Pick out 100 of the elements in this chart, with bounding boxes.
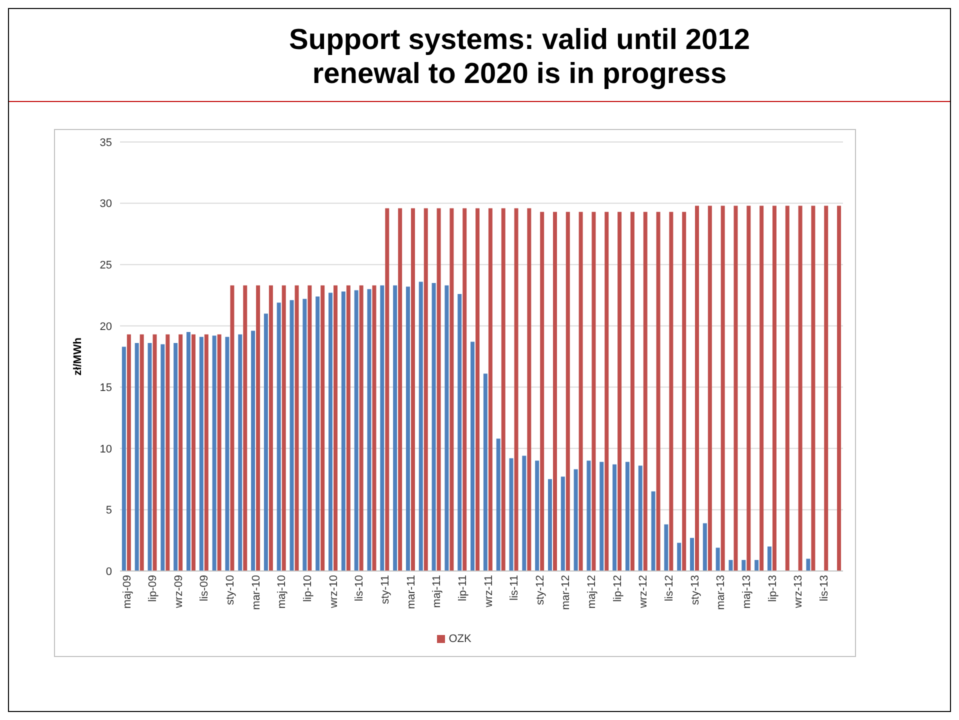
bar [148,343,152,571]
bar [251,330,256,571]
bar [708,206,712,571]
bar [282,285,286,571]
bar [199,336,204,571]
bar [290,300,294,571]
bar [509,458,514,571]
bar [122,346,126,571]
bar [346,285,350,571]
bar [230,285,234,571]
bar [178,334,183,571]
bar [398,208,402,571]
bar [256,285,260,571]
x-tick-label: wrz-10 [328,575,340,610]
bar [450,208,454,571]
bar [488,208,492,571]
chart-title: Support systems: valid until 2012 renewal to 2020 is in progress [288,23,751,91]
bar [734,206,738,571]
bar [302,298,307,571]
bar [742,560,746,571]
y-tick-label: 5 [106,504,112,517]
y-tick-label: 0 [106,566,112,578]
y-tick-label: 10 [100,443,112,456]
x-tick-label: maj-13 [740,575,753,609]
bar [651,491,656,571]
bar [592,212,596,571]
bar [695,206,700,571]
bar [535,460,540,571]
bar [677,542,682,571]
bar [126,334,131,571]
bar [243,285,248,571]
x-tick-label: lis-09 [198,575,211,602]
bar [604,212,609,571]
x-tick-label: maj-09 [121,575,134,609]
bar [527,208,532,571]
bar [458,294,462,571]
bar [746,206,751,571]
bar [560,476,565,571]
bar [341,292,346,571]
bar [618,212,622,571]
bar [372,285,376,571]
bar [308,285,312,571]
bar [385,208,390,571]
x-tick-label: wrz-13 [792,575,805,610]
bar [720,206,725,571]
bar [811,206,816,571]
x-tick-label: sty-12 [534,575,546,605]
bar [702,523,707,571]
bar [462,208,467,571]
x-tick-label: mar-11 [405,575,418,610]
bar [191,334,196,571]
bar [166,334,170,571]
bar [728,560,733,571]
y-tick-label: 35 [100,136,112,149]
x-tick-label: mar-13 [715,575,728,610]
bar [225,336,230,571]
y-tick-label: 30 [100,198,112,210]
bar [354,290,358,571]
bar [656,212,660,571]
x-tick-label: maj-12 [586,575,598,609]
x-tick-label: lis-13 [818,575,830,602]
bar [772,206,776,571]
bar [212,336,216,571]
bar [483,374,488,571]
y-tick-label: 25 [100,259,112,272]
bar [760,206,764,571]
bar [785,206,790,571]
x-tick-label: lis-12 [664,575,676,602]
bar [643,212,648,571]
bar [522,456,526,571]
bar [152,334,157,571]
y-axis-title: zł/MWh [72,337,84,376]
bar [574,469,578,571]
bar [664,524,668,571]
y-tick-label: 20 [100,320,112,333]
bar [276,302,281,571]
bar [578,212,583,571]
bar [514,208,518,571]
bar [268,285,273,571]
bar [548,479,552,571]
bar [424,208,428,571]
bar [367,289,372,571]
bar [217,334,222,571]
x-tick-label: lis-11 [508,575,521,600]
bar [334,285,338,571]
x-tick-label: lip-13 [766,575,779,602]
bar [410,208,415,571]
x-tick-label: lis-10 [354,575,366,602]
bar [436,208,441,571]
bar [630,212,634,571]
x-tick-label: lip-10 [302,575,314,602]
x-tick-label: wrz-12 [638,575,650,610]
x-tick-label: mar-10 [250,575,262,610]
y-tick-label: 15 [100,382,112,394]
bar [406,286,410,571]
bar [393,285,398,571]
bar [638,466,642,571]
x-tick-label: sty-10 [224,575,237,605]
bar [264,314,268,571]
bar [501,208,506,571]
